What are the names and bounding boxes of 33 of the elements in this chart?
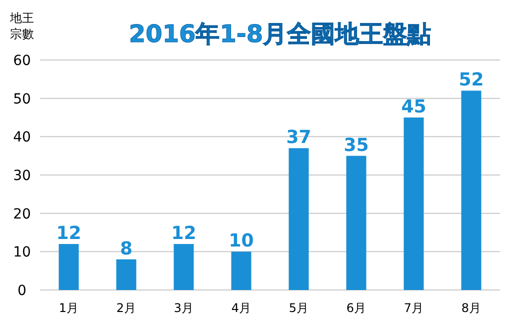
y-tick-label: 30: [13, 168, 31, 184]
x-tick-label: 2月: [116, 301, 136, 315]
x-tick-label: 3月: [174, 301, 194, 315]
x-tick-label: 4月: [231, 301, 252, 315]
bar: [58, 244, 79, 290]
bar: [288, 148, 309, 290]
y-tick-label: 0: [18, 283, 26, 299]
bar: [404, 118, 424, 290]
y-axis-title: 地王宗數: [9, 11, 34, 41]
bar: [346, 156, 366, 290]
bar: [461, 90, 482, 290]
data-label: 35: [344, 134, 369, 156]
bar: [231, 252, 252, 290]
data-label: 45: [401, 96, 426, 118]
data-label: 10: [228, 230, 254, 252]
data-label: 52: [458, 70, 484, 91]
x-tick-label: 8月: [461, 301, 482, 315]
y-tick-label: 60: [13, 53, 31, 69]
x-tick-label: 5月: [288, 301, 309, 315]
chart-title: 2016年1-8月全國地王盤點: [128, 20, 432, 48]
data-label: 12: [171, 223, 196, 244]
y-tick-label: 50: [13, 91, 31, 108]
bar: [174, 244, 194, 290]
y-tick-label: 40: [13, 130, 31, 146]
data-label: 37: [286, 127, 312, 148]
y-tick-label: 10: [13, 244, 31, 261]
x-tick-label: 7月: [404, 301, 424, 315]
x-tick-label: 6月: [346, 301, 366, 315]
y-tick-label: 20: [13, 206, 31, 222]
x-tick-label: 1月: [58, 301, 79, 315]
data-label: 12: [56, 223, 82, 244]
data-label: 8: [120, 238, 133, 260]
bar: [116, 259, 136, 290]
